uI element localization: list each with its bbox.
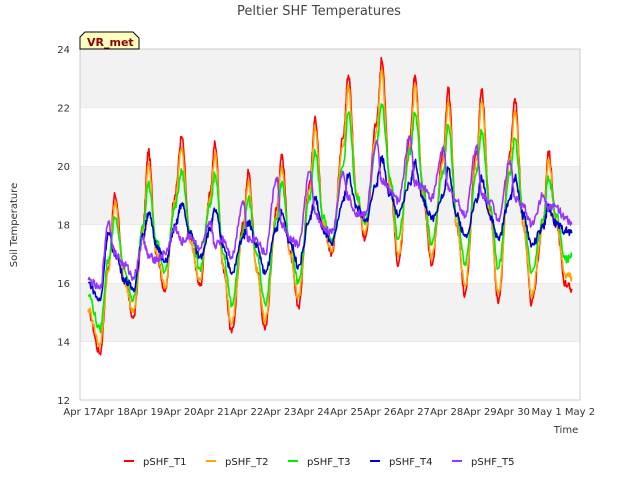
- y-tick-label: 16: [57, 279, 70, 290]
- x-tick-label: Apr 25: [330, 407, 363, 418]
- x-tick-label: Apr 27: [397, 407, 430, 418]
- y-tick-label: 24: [57, 45, 70, 56]
- legend-label: pSHF_T2: [225, 457, 268, 468]
- y-tick-label: 18: [57, 221, 70, 232]
- x-tick-label: May 2: [565, 407, 595, 418]
- grid-band: [80, 341, 580, 400]
- x-axis-ticks: Apr 17 Apr 18 Apr 19 Apr 20 Apr 21 Apr 22 Apr …: [63, 407, 595, 418]
- chart-title: Peltier SHF Temperatures: [237, 4, 401, 19]
- y-tick-label: 12: [57, 396, 70, 407]
- legend-label: pSHF_T3: [307, 457, 350, 468]
- legend-label: pSHF_T4: [389, 457, 432, 468]
- x-tick-label: Apr 21: [197, 407, 230, 418]
- x-tick-label: Apr 29: [463, 407, 496, 418]
- badge-label: VR_met: [87, 36, 134, 49]
- x-tick-label: Apr 26: [363, 407, 396, 418]
- y-tick-label: 14: [57, 338, 70, 349]
- x-tick-label: Apr 23: [263, 407, 296, 418]
- y-axis-ticks: 12 14 16 18 20 22 24: [57, 45, 70, 407]
- grid-band: [80, 107, 580, 166]
- x-tick-label: Apr 30: [497, 407, 530, 418]
- legend-label: pSHF_T5: [471, 457, 514, 468]
- grid-band: [80, 283, 580, 342]
- plot-frame: [79, 48, 581, 401]
- x-tick-label: Apr 19: [130, 407, 163, 418]
- y-tick-label: 22: [57, 104, 70, 115]
- legend: pSHF_T1 pSHF_T2 pSHF_T3 pSHF_T4 pSHF_T5: [124, 457, 514, 468]
- badge: VR_met: [79, 31, 140, 50]
- x-tick-label: Apr 17: [63, 407, 96, 418]
- x-tick-label: Apr 18: [97, 407, 130, 418]
- legend-label: pSHF_T1: [143, 457, 186, 468]
- x-tick-label: May 1: [532, 407, 562, 418]
- x-tick-label: Apr 22: [230, 407, 263, 418]
- x-tick-label: Apr 24: [297, 407, 330, 418]
- x-axis-label: Time: [553, 425, 578, 436]
- x-tick-label: Apr 28: [430, 407, 463, 418]
- y-axis-label: Soil Temperature: [9, 183, 20, 268]
- series-layer: [87, 56, 573, 356]
- grid-band: [80, 49, 580, 108]
- badge-box: [79, 31, 140, 50]
- series-line-pshf-t5: [87, 135, 573, 290]
- x-tick-label: Apr 20: [163, 407, 196, 418]
- y-tick-label: 20: [57, 162, 70, 173]
